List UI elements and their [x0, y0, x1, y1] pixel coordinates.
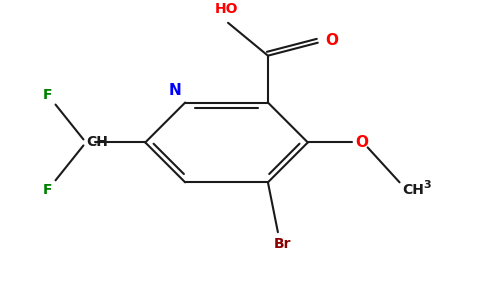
Text: CH: CH	[403, 183, 424, 197]
Text: O: O	[325, 33, 338, 48]
Text: CH: CH	[87, 135, 108, 149]
Text: HO: HO	[214, 2, 238, 16]
Text: F: F	[43, 183, 52, 197]
Text: F: F	[43, 88, 52, 102]
Text: O: O	[355, 135, 368, 150]
Text: N: N	[169, 83, 182, 98]
Text: 3: 3	[424, 180, 431, 190]
Text: Br: Br	[274, 237, 292, 251]
